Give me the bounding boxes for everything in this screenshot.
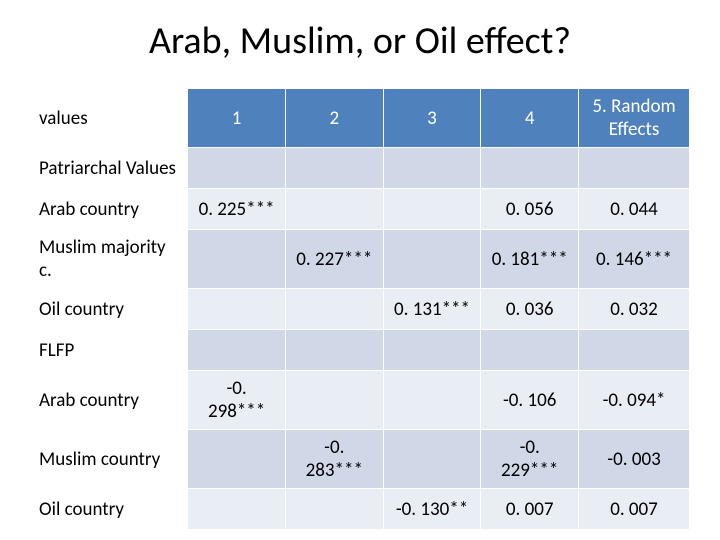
table-body: Patriarchal Values Arab country 0. 225**…	[31, 148, 690, 530]
cell	[383, 148, 481, 189]
cell: -0. 283***	[285, 430, 383, 489]
col-3: 3	[383, 89, 481, 148]
cell: 0. 036	[481, 289, 579, 330]
cell	[285, 148, 383, 189]
cell	[285, 371, 383, 430]
cell: 0. 007	[579, 489, 690, 530]
cell: -0. 229***	[481, 430, 579, 489]
cell	[188, 489, 286, 530]
table-row: Oil country 0. 131*** 0. 036 0. 032	[31, 289, 690, 330]
cell: -0. 298***	[188, 371, 286, 430]
col-5: 5. Random Effects	[579, 89, 690, 148]
cell: 0. 146***	[579, 230, 690, 289]
table-row: Muslim country -0. 283*** -0. 229*** -0.…	[31, 430, 690, 489]
table-row: Arab country 0. 225*** 0. 056 0. 044	[31, 189, 690, 230]
cell	[285, 189, 383, 230]
cell	[383, 230, 481, 289]
cell: -0. 094*	[579, 371, 690, 430]
cell	[579, 330, 690, 371]
cell	[383, 371, 481, 430]
col-2: 2	[285, 89, 383, 148]
cell	[188, 289, 286, 330]
results-table: values 1 2 3 4 5. Random Effects Patriar…	[30, 88, 690, 530]
table-row: Arab country -0. 298*** -0. 106 -0. 094*	[31, 371, 690, 430]
cell	[383, 430, 481, 489]
cell	[285, 330, 383, 371]
cell: 0. 227***	[285, 230, 383, 289]
header-row: values 1 2 3 4 5. Random Effects	[31, 89, 690, 148]
cell: -0. 003	[579, 430, 690, 489]
cell: -0. 130**	[383, 489, 481, 530]
table-row: FLFP	[31, 330, 690, 371]
cell	[579, 148, 690, 189]
row-label: Oil country	[31, 289, 188, 330]
row-label: Oil country	[31, 489, 188, 530]
cell: 0. 044	[579, 189, 690, 230]
col-4: 4	[481, 89, 579, 148]
slide-title: Arab, Muslim, or Oil effect?	[30, 18, 690, 64]
cell	[285, 289, 383, 330]
cell	[481, 148, 579, 189]
cell	[285, 489, 383, 530]
cell	[188, 330, 286, 371]
cell	[188, 148, 286, 189]
cell: 0. 007	[481, 489, 579, 530]
cell: 0. 225***	[188, 189, 286, 230]
cell: -0. 106	[481, 371, 579, 430]
header-label: values	[31, 89, 188, 148]
cell	[188, 430, 286, 489]
table-row: Oil country -0. 130** 0. 007 0. 007	[31, 489, 690, 530]
cell	[383, 189, 481, 230]
cell	[383, 330, 481, 371]
cell: 0. 032	[579, 289, 690, 330]
table-row: Muslim majority c. 0. 227*** 0. 181*** 0…	[31, 230, 690, 289]
cell	[188, 230, 286, 289]
cell	[481, 330, 579, 371]
col-1: 1	[188, 89, 286, 148]
cell: 0. 131***	[383, 289, 481, 330]
row-label: Muslim country	[31, 430, 188, 489]
row-label: Patriarchal Values	[31, 148, 188, 189]
cell: 0. 181***	[481, 230, 579, 289]
row-label: Muslim majority c.	[31, 230, 188, 289]
row-label: FLFP	[31, 330, 188, 371]
cell: 0. 056	[481, 189, 579, 230]
row-label: Arab country	[31, 189, 188, 230]
table-row: Patriarchal Values	[31, 148, 690, 189]
row-label: Arab country	[31, 371, 188, 430]
